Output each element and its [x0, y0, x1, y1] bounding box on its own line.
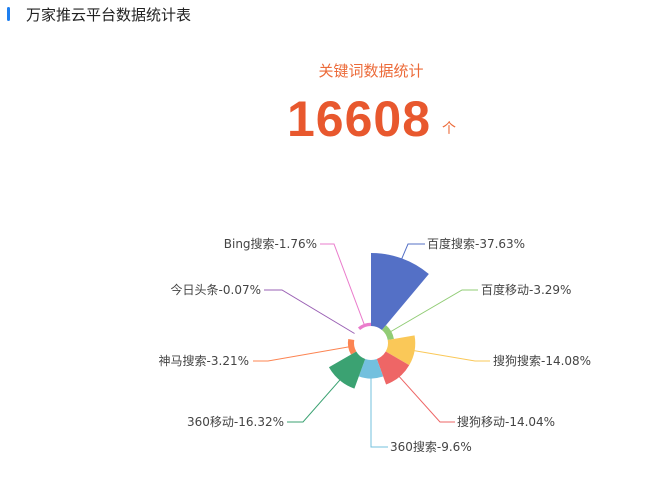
- slice-label-5: 360移动-16.32%: [187, 415, 284, 429]
- slice-label-3: 搜狗移动-14.04%: [457, 414, 555, 429]
- keyword-unit: 个: [442, 121, 456, 137]
- rose-slice-2[interactable]: [385, 335, 416, 366]
- slice-label-1: 百度移动-3.29%: [481, 282, 571, 297]
- leader-line-8: [320, 243, 365, 326]
- rose-slice-3[interactable]: [376, 351, 410, 385]
- rose-slice-6[interactable]: [347, 338, 357, 355]
- leader-line-0: [400, 243, 425, 261]
- title-accent-bar: [7, 7, 10, 21]
- rose-slice-5[interactable]: [328, 351, 366, 389]
- rose-slice-7[interactable]: [354, 329, 361, 341]
- rose-slice-8[interactable]: [357, 322, 371, 330]
- slice-label-6: 神马搜索-3.21%: [159, 353, 249, 368]
- leader-line-3: [397, 374, 455, 423]
- leader-line-2: [412, 349, 490, 362]
- rose-slice-0[interactable]: [371, 253, 429, 330]
- slice-label-0: 百度搜索-37.63%: [427, 236, 525, 251]
- leader-line-4: [370, 376, 388, 448]
- leader-line-5: [287, 378, 342, 423]
- slice-label-4: 360搜索-9.6%: [390, 439, 472, 454]
- leader-line-6: [253, 346, 351, 362]
- slice-label-8: Bing搜索-1.76%: [224, 236, 317, 251]
- leader-line-1: [389, 289, 478, 333]
- rose-slice-4[interactable]: [358, 358, 384, 379]
- slice-label-7: 今日头条-0.07%: [171, 282, 261, 297]
- leader-line-7: [264, 289, 355, 334]
- page-title: 万家推云平台数据统计表: [26, 6, 192, 24]
- slice-label-2: 搜狗搜索-14.08%: [493, 353, 591, 368]
- keyword-total: 16608: [287, 91, 432, 147]
- keyword-stats-label: 关键词数据统计: [318, 62, 424, 80]
- rose-slice-1[interactable]: [381, 325, 394, 341]
